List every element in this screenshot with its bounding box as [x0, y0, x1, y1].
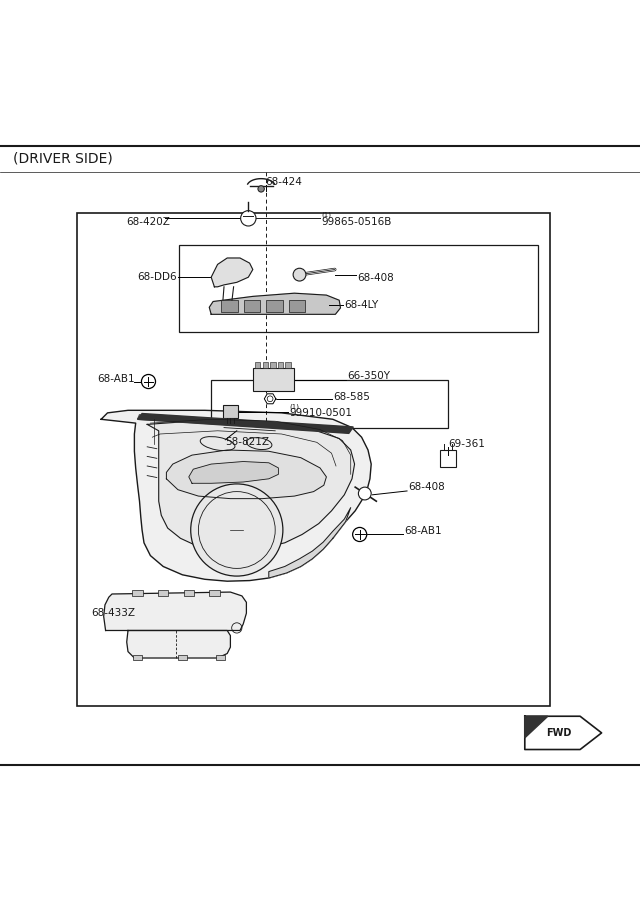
- Text: 68-4LY: 68-4LY: [344, 301, 379, 310]
- Circle shape: [353, 527, 367, 542]
- Text: 68-408: 68-408: [408, 482, 445, 492]
- Bar: [223, 405, 238, 418]
- Circle shape: [241, 211, 256, 226]
- Circle shape: [258, 185, 264, 192]
- Text: 58-821Z: 58-821Z: [225, 437, 269, 447]
- Polygon shape: [211, 258, 253, 287]
- Polygon shape: [525, 716, 602, 750]
- Text: 99865-0516B: 99865-0516B: [321, 217, 392, 227]
- Circle shape: [293, 268, 306, 281]
- Bar: [255, 362, 260, 368]
- Bar: [178, 655, 187, 660]
- Circle shape: [141, 374, 156, 389]
- Polygon shape: [138, 415, 352, 432]
- Bar: [278, 362, 283, 368]
- Polygon shape: [269, 508, 351, 578]
- Text: FWD: FWD: [546, 728, 572, 738]
- Bar: [209, 590, 220, 596]
- Text: 99910-0501: 99910-0501: [289, 408, 352, 418]
- Text: 68-408: 68-408: [357, 274, 394, 284]
- Text: 69-361: 69-361: [448, 438, 485, 448]
- Bar: [263, 362, 268, 368]
- Text: 68-DD6: 68-DD6: [138, 272, 177, 283]
- Text: (1): (1): [289, 403, 300, 410]
- Text: 68-AB1: 68-AB1: [97, 374, 135, 384]
- Polygon shape: [209, 293, 340, 314]
- Text: 68-585: 68-585: [333, 392, 370, 402]
- Polygon shape: [147, 421, 355, 551]
- Bar: [289, 301, 305, 311]
- Bar: [158, 590, 168, 596]
- Polygon shape: [525, 716, 548, 738]
- Polygon shape: [104, 592, 246, 631]
- Bar: [270, 362, 275, 368]
- Bar: [440, 450, 456, 466]
- Polygon shape: [138, 413, 353, 434]
- Bar: [216, 655, 225, 660]
- Circle shape: [191, 484, 283, 576]
- Text: (DRIVER SIDE): (DRIVER SIDE): [13, 152, 113, 166]
- Bar: [221, 301, 238, 311]
- Bar: [285, 362, 291, 368]
- Text: 68-AB1: 68-AB1: [404, 526, 442, 536]
- Text: 68-433Z: 68-433Z: [91, 608, 135, 618]
- Bar: [184, 590, 194, 596]
- Text: 68-420Z: 68-420Z: [127, 217, 171, 227]
- Text: (1): (1): [321, 212, 332, 219]
- Bar: [132, 590, 143, 596]
- Polygon shape: [264, 394, 276, 404]
- Polygon shape: [101, 410, 371, 581]
- Polygon shape: [127, 631, 230, 658]
- Circle shape: [358, 487, 371, 500]
- Text: 66-350Y: 66-350Y: [348, 371, 390, 381]
- Bar: [244, 301, 260, 311]
- Bar: [211, 380, 448, 428]
- Polygon shape: [166, 450, 326, 499]
- Bar: [179, 245, 538, 331]
- Polygon shape: [189, 462, 278, 483]
- Text: 68-424: 68-424: [266, 177, 303, 187]
- Bar: [253, 368, 294, 392]
- Bar: [133, 655, 142, 660]
- Bar: [77, 213, 550, 706]
- Bar: [266, 301, 283, 311]
